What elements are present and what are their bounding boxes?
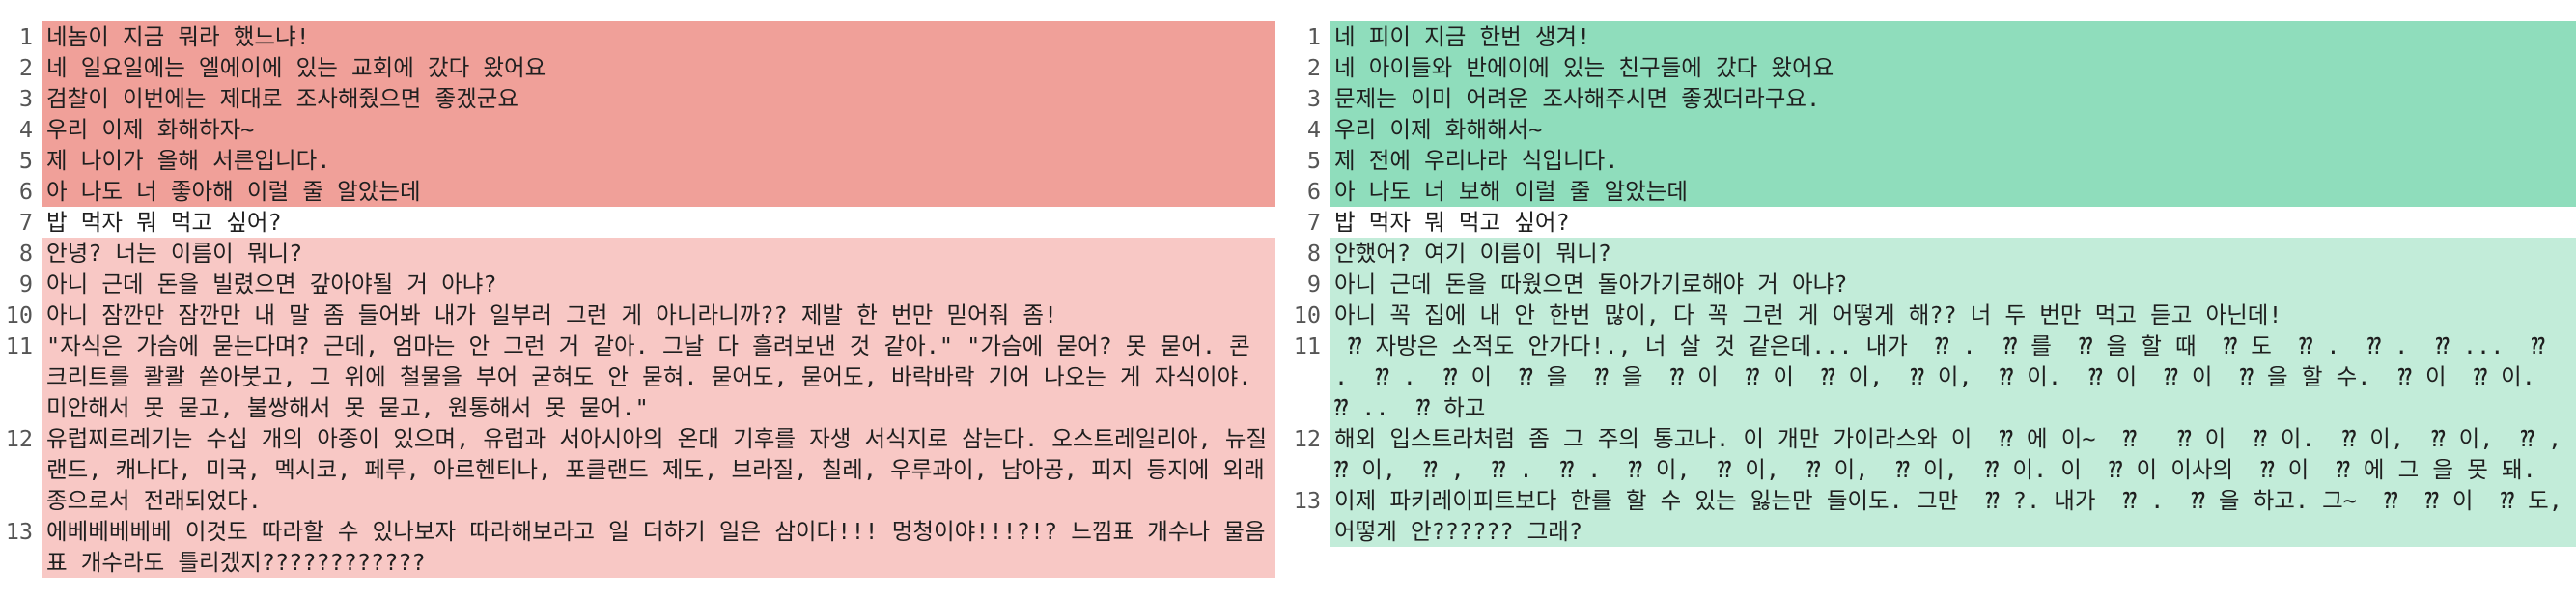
line-number: 9 xyxy=(1288,269,1330,300)
right-diff-line: 11 ⁇ 자방은 소적도 안가다!., 너 살 것 같은데... 내가 ⁇ . … xyxy=(1288,330,2576,423)
left-diff-line: 11 "자식은 가슴에 묻는다며? 근데, 엄마는 안 그런 거 같아. 그날 다… xyxy=(0,330,1275,423)
line-text: 안했어? 여기 이름이 뭐니? xyxy=(1330,238,2576,269)
right-diff-line: 4 우리 이제 화해해서~ xyxy=(1288,114,2576,145)
right-diff-line: 13 이제 파키레이피트보다 한를 할 수 있는 잃는만 들이도. 그만 ⁇ ?.… xyxy=(1288,485,2576,547)
line-text: 네 피이 지금 한번 생겨! xyxy=(1330,21,2576,52)
line-text: 아 나도 너 보해 이럴 줄 알았는데 xyxy=(1330,176,2576,207)
line-text: 아니 근데 돈을 빌렸으면 갚아야될 거 아냐? xyxy=(42,269,1275,300)
line-text: "자식은 가슴에 묻는다며? 근데, 엄마는 안 그런 거 같아. 그날 다 흘… xyxy=(42,330,1275,423)
left-diff-line: 4 우리 이제 화해하자~ xyxy=(0,114,1275,145)
left-diff-line: 10 아니 잠깐만 잠깐만 내 말 좀 들어봐 내가 일부러 그런 게 아니라니까… xyxy=(0,300,1275,330)
line-number: 11 xyxy=(1288,330,1330,361)
line-number: 4 xyxy=(1288,114,1330,145)
left-diff-pane: 1 네놈이 지금 뭐라 했느냐! 2 네 일요일에는 엘에이에 있는 교회에 갔다 왔… xyxy=(0,21,1275,578)
line-number: 13 xyxy=(0,516,42,547)
line-text: ⁇ 자방은 소적도 안가다!., 너 살 것 같은데... 내가 ⁇ . ⁇ 를… xyxy=(1330,330,2576,423)
line-number: 9 xyxy=(0,269,42,300)
left-diff-line: 1 네놈이 지금 뭐라 했느냐! xyxy=(0,21,1275,52)
left-diff-line: 12 유럽찌르레기는 수십 개의 아종이 있으며, 유럽과 서아시아의 온대 기후… xyxy=(0,423,1275,516)
line-text: 이제 파키레이피트보다 한를 할 수 있는 잃는만 들이도. 그만 ⁇ ?. 내… xyxy=(1330,485,2576,547)
line-text: 밥 먹자 뭐 먹고 싶어? xyxy=(1330,207,2576,238)
line-text: 제 나이가 올해 서른입니다. xyxy=(42,145,1275,176)
line-text: 문제는 이미 어려운 조사해주시면 좋겠더라구요. xyxy=(1330,83,2576,114)
line-number: 10 xyxy=(1288,300,1330,330)
line-number: 6 xyxy=(0,176,42,207)
line-text: 해외 입스트라처럼 좀 그 주의 통고나. 이 개만 가이라스와 이 ⁇ 에 이… xyxy=(1330,423,2576,485)
line-text: 네 일요일에는 엘에이에 있는 교회에 갔다 왔어요 xyxy=(42,52,1275,83)
line-text: 우리 이제 화해하자~ xyxy=(42,114,1275,145)
right-diff-line: 8 안했어? 여기 이름이 뭐니? xyxy=(1288,238,2576,269)
line-number: 11 xyxy=(0,330,42,361)
line-number: 12 xyxy=(1288,423,1330,454)
left-diff-line: 13 에베베베베베 이것도 따라할 수 있나보자 따라해보라고 일 더하기 일은 … xyxy=(0,516,1275,578)
line-number: 8 xyxy=(1288,238,1330,269)
line-text: 네 아이들와 반에이에 있는 친구들에 갔다 왔어요 xyxy=(1330,52,2576,83)
right-diff-line: 9 아니 근데 돈을 따웠으면 돌아가기로해야 거 아냐? xyxy=(1288,269,2576,300)
line-number: 2 xyxy=(1288,52,1330,83)
line-text: 우리 이제 화해해서~ xyxy=(1330,114,2576,145)
line-number: 6 xyxy=(1288,176,1330,207)
line-text: 검찰이 이번에는 제대로 조사해줬으면 좋겠군요 xyxy=(42,83,1275,114)
line-number: 3 xyxy=(1288,83,1330,114)
line-number: 5 xyxy=(1288,145,1330,176)
line-number: 5 xyxy=(0,145,42,176)
line-number: 1 xyxy=(0,21,42,52)
line-number: 3 xyxy=(0,83,42,114)
line-number: 2 xyxy=(0,52,42,83)
line-text: 아니 잠깐만 잠깐만 내 말 좀 들어봐 내가 일부러 그런 게 아니라니까??… xyxy=(42,300,1275,330)
line-text: 아니 꼭 집에 내 안 한번 많이, 다 꼭 그런 게 어떻게 해?? 너 두 … xyxy=(1330,300,2576,330)
line-text: 안녕? 너는 이름이 뭐니? xyxy=(42,238,1275,269)
line-number: 7 xyxy=(1288,207,1330,238)
left-diff-line: 8 안녕? 너는 이름이 뭐니? xyxy=(0,238,1275,269)
right-diff-line: 12 해외 입스트라처럼 좀 그 주의 통고나. 이 개만 가이라스와 이 ⁇ 에… xyxy=(1288,423,2576,485)
right-diff-line: 10 아니 꼭 집에 내 안 한번 많이, 다 꼭 그런 게 어떻게 해?? 너 … xyxy=(1288,300,2576,330)
line-number: 1 xyxy=(1288,21,1330,52)
line-number: 13 xyxy=(1288,485,1330,516)
line-number: 8 xyxy=(0,238,42,269)
line-number: 7 xyxy=(0,207,42,238)
line-text: 밥 먹자 뭐 먹고 싶어? xyxy=(42,207,1275,238)
left-diff-line: 3 검찰이 이번에는 제대로 조사해줬으면 좋겠군요 xyxy=(0,83,1275,114)
line-text: 에베베베베베 이것도 따라할 수 있나보자 따라해보라고 일 더하기 일은 삼이… xyxy=(42,516,1275,578)
line-text: 유럽찌르레기는 수십 개의 아종이 있으며, 유럽과 서아시아의 온대 기후를 … xyxy=(42,423,1275,516)
line-number: 10 xyxy=(0,300,42,330)
line-number: 12 xyxy=(0,423,42,454)
left-diff-line: 9 아니 근데 돈을 빌렸으면 갚아야될 거 아냐? xyxy=(0,269,1275,300)
line-text: 제 전에 우리나라 식입니다. xyxy=(1330,145,2576,176)
line-text: 아 나도 너 좋아해 이럴 줄 알았는데 xyxy=(42,176,1275,207)
line-text: 네놈이 지금 뭐라 했느냐! xyxy=(42,21,1275,52)
right-diff-line: 3 문제는 이미 어려운 조사해주시면 좋겠더라구요. xyxy=(1288,83,2576,114)
line-number: 4 xyxy=(0,114,42,145)
line-text: 아니 근데 돈을 따웠으면 돌아가기로해야 거 아냐? xyxy=(1330,269,2576,300)
